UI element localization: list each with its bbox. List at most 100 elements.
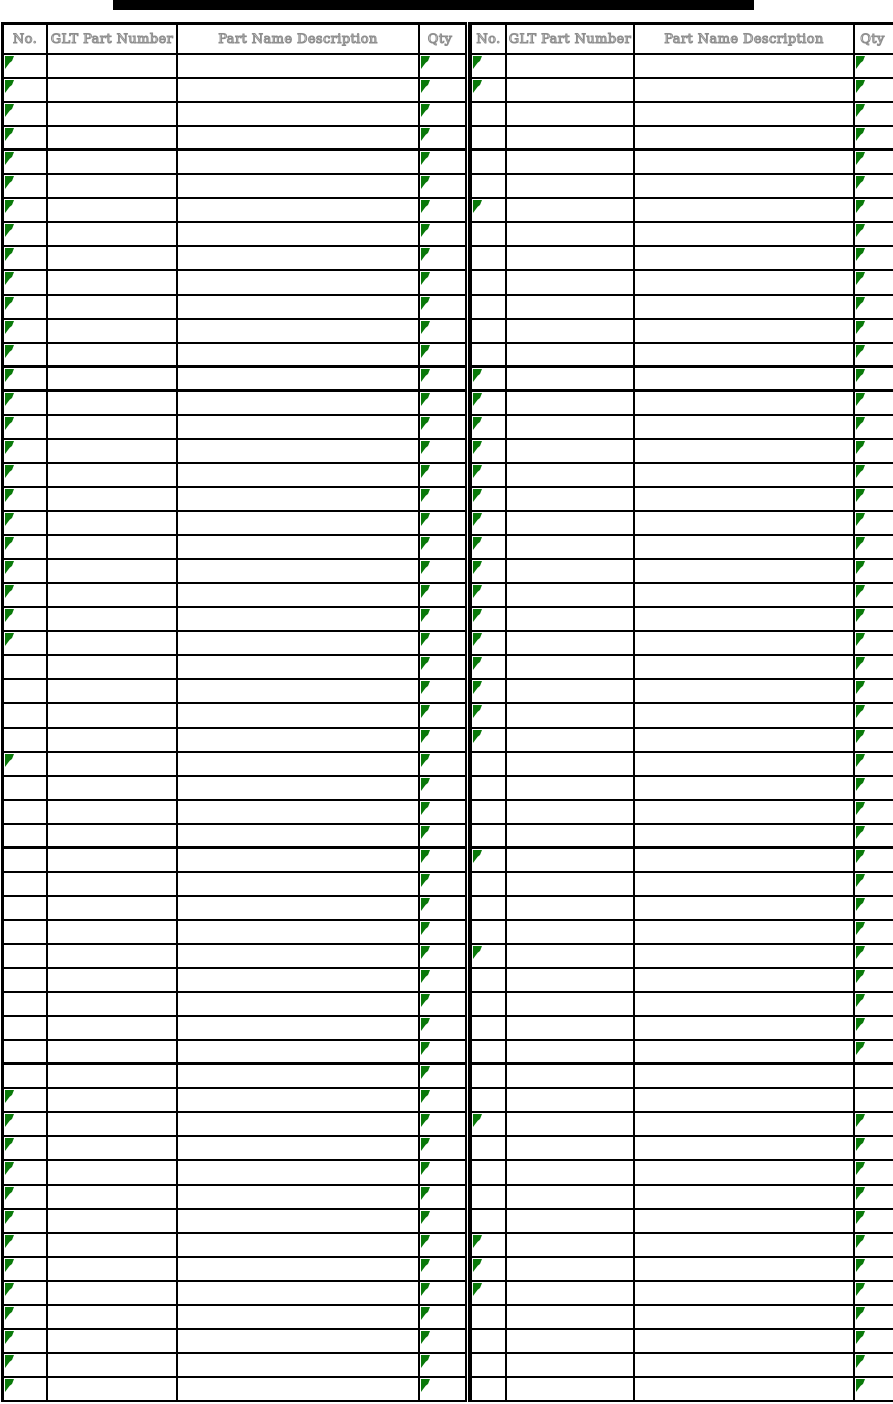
table-row [4,320,465,344]
no-cell [472,488,507,510]
no-cell [4,1161,48,1184]
description-cell [178,55,420,77]
green-corner-triangle-icon [856,1355,865,1368]
green-corner-triangle-icon [856,1283,865,1296]
description-cell [635,1354,855,1376]
table-row [472,440,893,464]
qty-cell [855,825,890,846]
column-header-description: Part Name Description [178,25,420,53]
no-cell [472,873,507,895]
description-cell [178,1354,420,1376]
qty-cell [855,777,890,799]
qty-cell [420,1137,460,1159]
qty-cell [855,1017,890,1039]
description-cell [635,560,855,582]
no-cell [4,777,48,799]
qty-cell [855,849,890,871]
part-number-cell [507,849,635,871]
no-cell [4,320,48,342]
table-row [472,1306,893,1330]
green-corner-triangle-icon [421,1259,430,1272]
table-row [472,1282,893,1306]
part-number-cell [48,777,178,799]
green-corner-triangle-icon [5,537,14,550]
description-cell [178,1186,420,1208]
green-corner-triangle-icon [421,537,430,550]
description-cell [635,969,855,991]
no-cell [4,584,48,606]
table-row [4,1258,465,1282]
description-cell [635,801,855,823]
qty-cell [420,320,460,342]
qty-cell [420,729,460,751]
part-number-cell [507,632,635,654]
no-cell [472,897,507,919]
part-number-cell [48,512,178,534]
green-corner-triangle-icon [856,441,865,454]
table-row [4,296,465,320]
qty-cell [420,801,460,823]
no-cell [4,416,48,438]
no-cell [472,55,507,77]
green-corner-triangle-icon [856,1042,865,1055]
description-cell [178,656,420,678]
part-number-cell [507,199,635,221]
green-corner-triangle-icon [856,994,865,1007]
description-cell [635,440,855,462]
part-number-cell [507,247,635,269]
qty-cell [855,151,890,173]
description-cell [178,873,420,895]
no-cell [472,247,507,269]
description-cell [635,1306,855,1328]
green-corner-triangle-icon [421,200,430,213]
part-number-cell [48,416,178,438]
description-cell [178,1137,420,1159]
no-cell [4,801,48,823]
qty-cell [855,584,890,606]
part-number-cell [48,1378,178,1400]
description-cell [635,1065,855,1087]
green-corner-triangle-icon [856,369,865,382]
qty-cell [420,873,460,895]
green-corner-triangle-icon [856,248,865,261]
qty-cell [855,632,890,654]
table-row [4,825,465,849]
green-corner-triangle-icon [5,321,14,334]
qty-cell [420,1258,460,1280]
no-cell [4,247,48,269]
qty-cell [855,440,890,462]
part-number-cell [507,993,635,1015]
qty-cell [855,512,890,534]
green-corner-triangle-icon [5,56,14,69]
green-corner-triangle-icon [421,128,430,141]
green-corner-triangle-icon [421,1307,430,1320]
no-cell [472,993,507,1015]
green-corner-triangle-icon [473,681,482,694]
table-row [4,151,465,175]
description-cell [178,127,420,148]
part-number-cell [507,344,635,365]
table-row [4,608,465,632]
no-cell [472,1354,507,1376]
part-number-cell [507,825,635,846]
no-cell [4,729,48,751]
description-cell [178,921,420,943]
qty-cell [420,175,460,197]
green-corner-triangle-icon [473,1235,482,1248]
table-row [4,368,465,392]
table-row [472,825,893,849]
green-corner-triangle-icon [5,609,14,622]
description-cell [635,1210,855,1232]
table-row [4,1017,465,1041]
table-row [4,175,465,199]
green-corner-triangle-icon [5,561,14,574]
description-cell [635,1234,855,1256]
description-cell [178,320,420,342]
green-corner-triangle-icon [856,1162,865,1175]
table-row [4,801,465,825]
green-corner-triangle-icon [5,1090,14,1103]
no-cell [472,1306,507,1328]
green-corner-triangle-icon [421,465,430,478]
green-corner-triangle-icon [473,585,482,598]
table-row [4,1161,465,1186]
